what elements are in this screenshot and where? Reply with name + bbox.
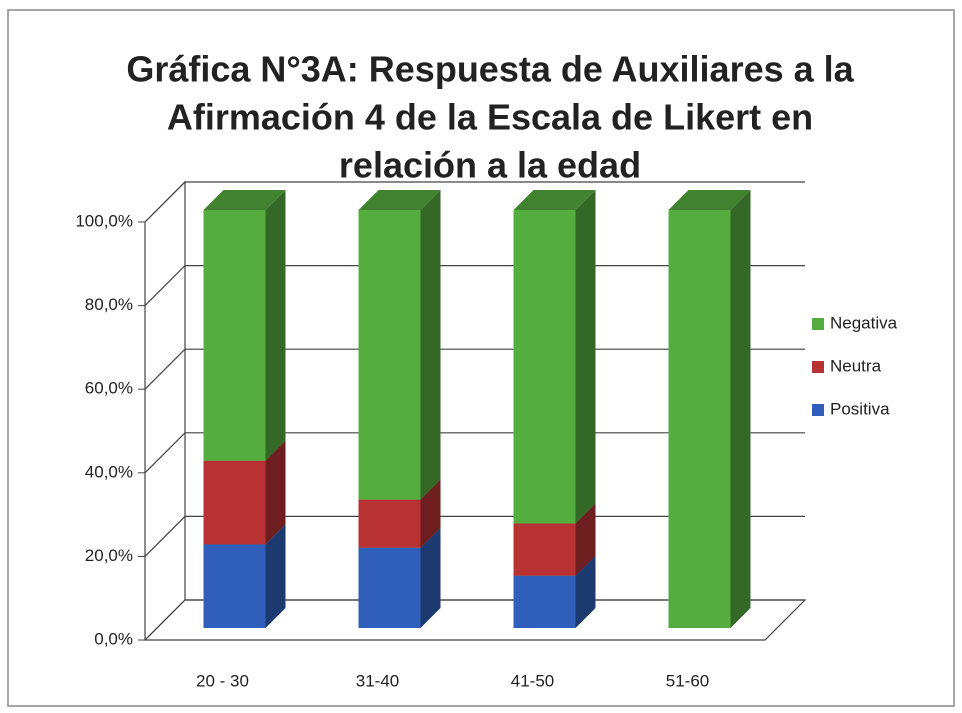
bar-side: [265, 524, 286, 628]
bar-front: [203, 210, 266, 461]
bar-front: [513, 210, 576, 524]
bar-segment: [513, 190, 596, 524]
bar-front: [513, 523, 576, 576]
bar-front: [358, 210, 421, 500]
bar-side: [730, 190, 751, 628]
y-tick-label: 80,0%: [85, 295, 133, 314]
legend-swatch: [812, 361, 824, 373]
bar-top: [668, 190, 751, 210]
grid-line: [144, 599, 805, 641]
chart-frame: [7, 9, 955, 707]
bar-side: [420, 479, 441, 548]
bar-side: [265, 440, 286, 545]
bar-front: [203, 544, 266, 628]
bar-segment: [668, 190, 751, 628]
bar-side: [420, 190, 441, 500]
bar-side: [265, 190, 286, 461]
chart-title: Afirmación 4 de la Escala de Likert en: [167, 97, 813, 138]
bar-front: [203, 460, 266, 545]
bar-front: [513, 575, 576, 628]
bar-top: [513, 190, 596, 210]
x-tick-label: 41-50: [511, 671, 554, 690]
bar-segment: [203, 190, 286, 461]
bar-side: [575, 503, 596, 576]
bar-front: [358, 499, 421, 548]
x-tick-label: 31-40: [356, 671, 399, 690]
legend-swatch: [812, 404, 824, 416]
legend-label: Positiva: [830, 399, 890, 418]
y-tick-label: 60,0%: [85, 379, 133, 398]
grid-line: [144, 348, 805, 390]
legend-swatch: [812, 318, 824, 330]
y-tick-label: 0,0%: [94, 629, 133, 648]
legend-label: Neutra: [830, 356, 882, 375]
y-tick-label: 20,0%: [85, 546, 133, 565]
x-tick-label: 51-60: [666, 671, 709, 690]
bar-side: [575, 190, 596, 524]
chart-title: Gráfica N°3A: Respuesta de Auxiliares a …: [126, 49, 854, 90]
x-tick-label: 20 - 30: [196, 671, 249, 690]
bar-front: [358, 547, 421, 628]
bar-side: [575, 555, 596, 628]
bar-side: [420, 527, 441, 628]
bar-front: [668, 210, 731, 628]
y-tick-label: 100,0%: [75, 211, 133, 230]
bar-top: [358, 190, 441, 210]
bar-segment: [358, 190, 441, 500]
grid-line: [144, 181, 805, 223]
grid-line: [144, 432, 805, 474]
bar-top: [203, 190, 286, 210]
grid-line: [144, 265, 805, 307]
chart-title: relación a la edad: [339, 145, 641, 186]
legend-label: Negativa: [830, 313, 898, 332]
grid-line: [144, 515, 805, 557]
y-tick-label: 40,0%: [85, 462, 133, 481]
